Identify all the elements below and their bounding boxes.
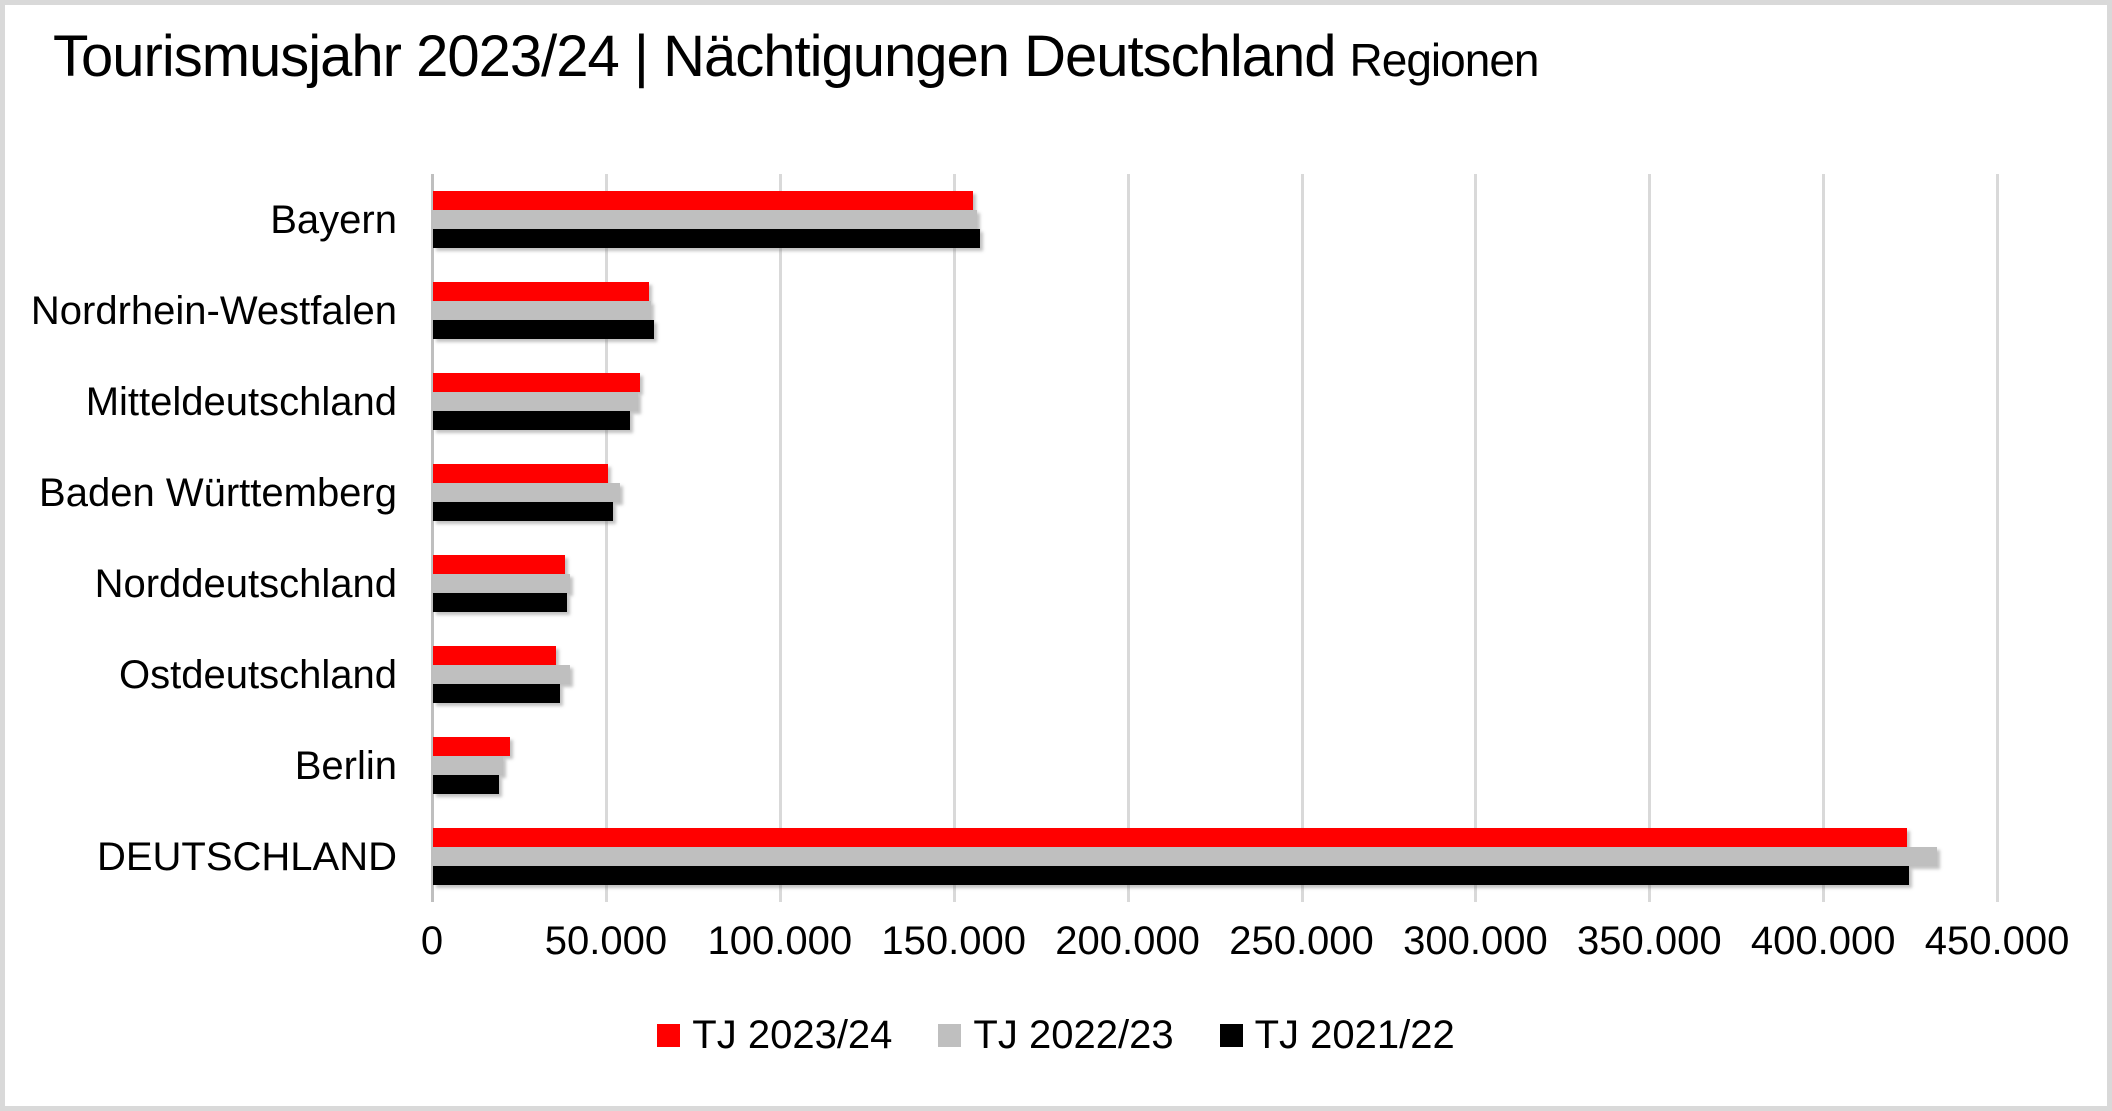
legend-item: TJ 2022/23: [938, 1013, 1174, 1058]
gridline: [1126, 174, 1130, 902]
x-tick-label: 150.000: [881, 919, 1026, 963]
bar: [433, 483, 620, 502]
bar: [433, 555, 565, 574]
bar: [433, 392, 638, 411]
bar: [433, 574, 570, 593]
chart-title-main: Tourismusjahr 2023/24 | Nächtigungen Deu…: [53, 24, 1337, 89]
category-label: Baden Württemberg: [39, 470, 397, 515]
legend-label: TJ 2023/24: [692, 1013, 893, 1057]
bar: [433, 775, 499, 794]
legend: TJ 2023/24 TJ 2022/23 TJ 2021/22: [5, 1013, 2107, 1058]
bar: [433, 320, 654, 339]
bar: [433, 756, 503, 775]
gridline: [1822, 174, 1826, 902]
bar: [433, 464, 608, 483]
bar: [433, 373, 640, 392]
gridline: [952, 174, 956, 902]
chart-title-suffix: Regionen: [1349, 34, 1540, 86]
category-label: Mitteldeutschland: [85, 379, 397, 424]
bar: [433, 502, 613, 521]
x-tick-label: 50.000: [544, 919, 668, 963]
x-tick-label: 400.000: [1750, 919, 1896, 963]
legend-item: TJ 2021/22: [1219, 1013, 1455, 1058]
legend-swatch: [1219, 1024, 1243, 1047]
gridline: [604, 174, 608, 902]
category-label: DEUTSCHLAND: [96, 834, 397, 879]
bar: [433, 593, 567, 612]
bar: [433, 866, 1909, 885]
category-label: Berlin: [294, 743, 397, 788]
bar: [433, 301, 651, 320]
bar: [433, 210, 977, 229]
x-tick-label: 350.000: [1577, 919, 1722, 963]
bar: [433, 282, 649, 301]
x-tick-label: 300.000: [1403, 919, 1548, 963]
y-axis-line: [431, 174, 434, 902]
chart-title: Tourismusjahr 2023/24 | Nächtigungen Deu…: [53, 23, 1540, 94]
category-label: Bayern: [270, 197, 397, 242]
category-label: Nordrhein-Westfalen: [30, 288, 397, 333]
legend-swatch: [938, 1024, 962, 1047]
x-tick-label: 250.000: [1229, 919, 1374, 963]
x-tick-label: 200.000: [1055, 919, 1200, 963]
legend-label: TJ 2022/23: [973, 1013, 1174, 1057]
bar: [433, 411, 630, 430]
gridline: [778, 174, 782, 902]
bar: [433, 847, 1937, 866]
bar: [433, 191, 973, 210]
category-label: Norddeutschland: [94, 561, 397, 606]
bar: [433, 665, 570, 684]
gridline: [1648, 174, 1652, 902]
legend-item: TJ 2023/24: [657, 1013, 892, 1058]
category-label: Ostdeutschland: [119, 652, 397, 697]
legend-label: TJ 2021/22: [1254, 1013, 1455, 1057]
x-tick-label: 100.000: [707, 919, 853, 963]
bar: [433, 828, 1907, 847]
gridline: [1474, 174, 1478, 902]
gridline: [1996, 174, 2000, 902]
bar: [433, 737, 510, 756]
legend-swatch: [657, 1024, 681, 1047]
x-tick-label: 450.000: [1924, 919, 2070, 963]
gridline: [1300, 174, 1304, 902]
bar: [433, 646, 556, 665]
bar: [433, 229, 980, 248]
x-tick-label: 0: [420, 919, 444, 963]
bar: [433, 684, 560, 703]
